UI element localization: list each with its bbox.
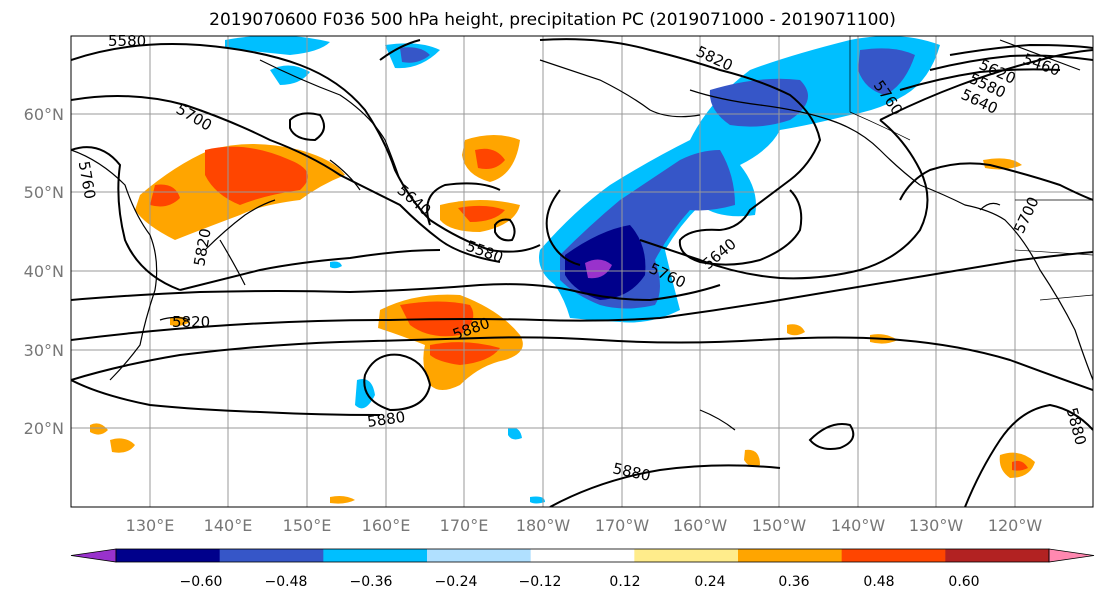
colorbar-tick-label: −0.48: [265, 574, 308, 590]
colorbar-tick-label: 0.36: [778, 574, 809, 590]
contour-label: 5880: [366, 408, 406, 431]
colorbar-outline: [115, 548, 1050, 563]
longitude-labels: 130°E 140°E 150°E 160°E 170°E 180°W 170°…: [126, 516, 1043, 535]
lon-label: 120°W: [988, 516, 1043, 535]
lon-label: 130°E: [126, 516, 175, 535]
lon-label: 160°W: [673, 516, 728, 535]
colorbar-tick-label: −0.12: [519, 574, 562, 590]
lat-label: 40°N: [24, 262, 64, 281]
colorbar-tick-label: 0.24: [694, 574, 725, 590]
lon-label: 170°W: [595, 516, 650, 535]
colorbar-tick-label: −0.36: [350, 574, 393, 590]
colorbar-segment: [219, 549, 324, 562]
lon-label: 170°E: [440, 516, 489, 535]
precip-positive-areas: [90, 135, 1035, 504]
map-title: 2019070600 F036 500 hPa height, precipit…: [209, 10, 896, 30]
colorbar-segment: [945, 549, 1050, 562]
lat-label: 20°N: [24, 419, 64, 438]
coastlines: [71, 39, 1093, 431]
colorbar-segment: [116, 549, 221, 562]
lat-label: 30°N: [24, 341, 64, 360]
lon-label: 140°W: [831, 516, 886, 535]
colorbar-segment: [738, 549, 843, 562]
colorbar-extend-min: [70, 548, 117, 563]
contour-label: 5580: [108, 32, 146, 50]
precip-negative-areas: [225, 36, 940, 504]
lon-label: 160°E: [362, 516, 411, 535]
colorbar-ticks: −0.60 −0.48 −0.36 −0.24 −0.12 0.12 0.24 …: [180, 574, 980, 590]
colorbar-tick-label: −0.24: [435, 574, 478, 590]
lon-label: 150°E: [283, 516, 332, 535]
lat-label: 50°N: [24, 183, 64, 202]
map-frame: [70, 35, 1094, 508]
latitude-labels: 60°N 50°N 40°N 30°N 20°N: [24, 105, 64, 438]
colorbar-segment: [841, 549, 946, 562]
colorbar-segment: [427, 549, 532, 562]
lon-label: 140°E: [204, 516, 253, 535]
lon-label: 130°W: [909, 516, 964, 535]
colorbar-segment: [323, 549, 428, 562]
height-contours: [71, 38, 1093, 507]
colorbar: −0.60 −0.48 −0.36 −0.24 −0.12 0.12 0.24 …: [70, 548, 1095, 590]
lat-label: 60°N: [24, 105, 64, 124]
colorbar-tick-label: −0.60: [180, 574, 223, 590]
colorbar-segments: [70, 548, 1095, 563]
lon-label: 150°W: [752, 516, 807, 535]
colorbar-tick-label: 0.60: [948, 574, 979, 590]
colorbar-tick-label: 0.12: [609, 574, 640, 590]
colorbar-segment: [634, 549, 739, 562]
colorbar-tick-label: 0.48: [863, 574, 894, 590]
lon-label: 180°W: [516, 516, 571, 535]
contour-label: 5820: [172, 313, 210, 331]
colorbar-extend-max: [1048, 548, 1095, 563]
colorbar-segment: [530, 549, 635, 562]
